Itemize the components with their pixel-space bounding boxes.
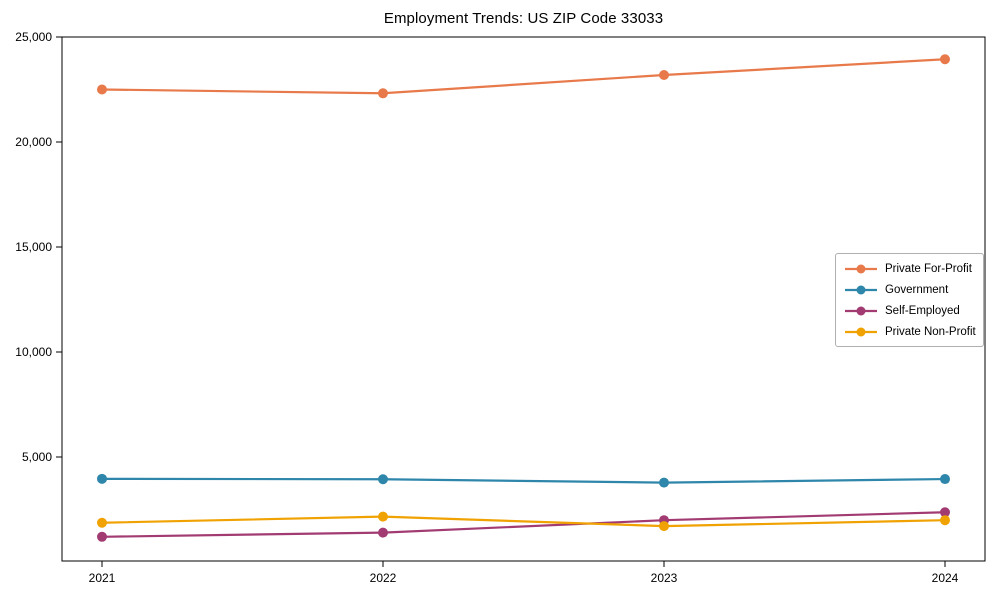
legend: Private For-Profit Government Self-Emplo…: [835, 253, 984, 347]
series-point-government: [97, 473, 107, 484]
legend-item-private-non-profit: Private Non-Profit: [844, 323, 976, 340]
series-point-self-employed: [378, 527, 388, 538]
chart-title: Employment Trends: US ZIP Code 33033: [383, 10, 664, 27]
series-line-self-employed: [100, 511, 947, 538]
series-line-government: [100, 477, 947, 484]
x-tick-label: 2022: [370, 571, 397, 585]
series-point-private-for-profit: [940, 54, 950, 65]
series-point-private-for-profit: [97, 84, 107, 95]
series-point-government: [940, 474, 950, 485]
legend-label: Self-Employed: [885, 304, 960, 317]
legend-marker-self-employed-icon: [845, 306, 877, 315]
legend-label: Private For-Profit: [885, 262, 972, 275]
legend-label: Government: [885, 283, 949, 296]
series-point-private-for-profit: [378, 88, 388, 99]
series-point-private-non-profit: [659, 521, 669, 532]
y-tick-label: 10,000: [15, 345, 52, 359]
series-point-private-non-profit: [940, 515, 950, 526]
legend-item-self-employed: Self-Employed: [844, 302, 975, 319]
plot-border: [61, 36, 986, 562]
series-point-self-employed: [97, 531, 107, 542]
series-point-self-employed: [940, 507, 950, 518]
legend-marker-government-icon: [845, 285, 877, 294]
legend-item-government: Government: [844, 281, 975, 298]
legend-item-private-for-profit: Private For-Profit: [844, 260, 975, 277]
legend-label: Private Non-Profit: [885, 325, 976, 338]
legend-marker-private-non-profit-icon: [845, 327, 877, 336]
y-tick-label: 15,000: [15, 240, 52, 254]
y-tick-label: 20,000: [15, 135, 52, 149]
series-point-private-for-profit: [659, 70, 669, 81]
series-line-private-non-profit: [100, 515, 947, 528]
x-tick-label: 2021: [89, 571, 116, 585]
legend-marker-private-for-profit-icon: [845, 264, 877, 273]
series-point-private-non-profit: [378, 511, 388, 522]
series-point-government: [659, 477, 669, 488]
x-tick-label: 2024: [932, 571, 959, 585]
y-tick-label: 25,000: [15, 30, 52, 44]
series-line-private-for-profit: [100, 58, 947, 95]
series-point-private-non-profit: [97, 517, 107, 528]
x-tick-label: 2023: [651, 571, 678, 585]
y-tick-label: 5,000: [22, 450, 52, 464]
series-point-government: [378, 474, 388, 485]
